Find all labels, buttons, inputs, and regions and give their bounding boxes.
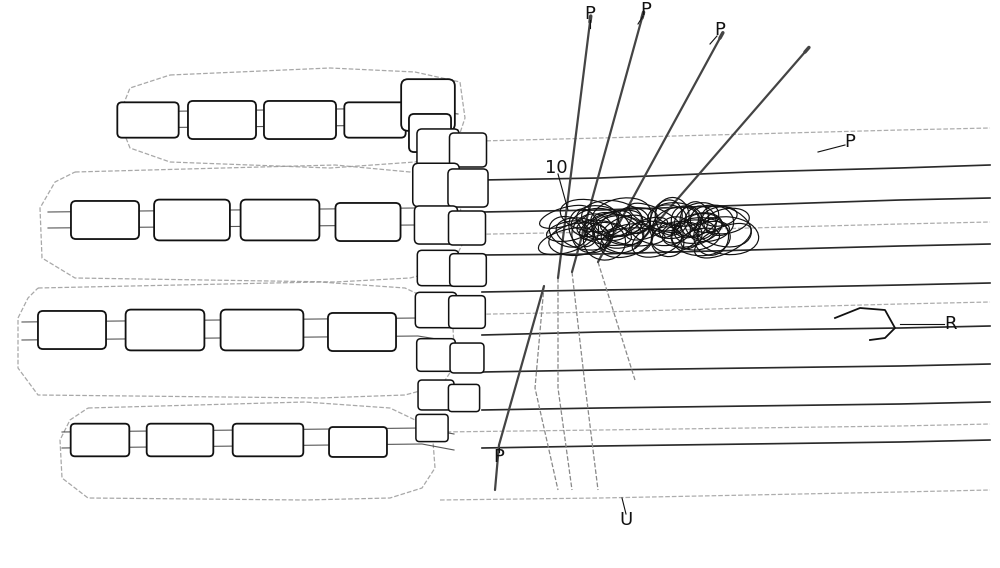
Text: P: P bbox=[494, 448, 504, 466]
Text: P: P bbox=[845, 133, 855, 151]
FancyBboxPatch shape bbox=[328, 313, 396, 351]
FancyBboxPatch shape bbox=[450, 133, 486, 167]
FancyBboxPatch shape bbox=[329, 427, 387, 457]
FancyBboxPatch shape bbox=[38, 311, 106, 349]
FancyBboxPatch shape bbox=[344, 102, 406, 137]
FancyBboxPatch shape bbox=[418, 380, 454, 410]
FancyBboxPatch shape bbox=[221, 310, 303, 350]
FancyBboxPatch shape bbox=[449, 296, 485, 328]
FancyBboxPatch shape bbox=[450, 254, 486, 286]
Text: P: P bbox=[641, 1, 651, 19]
FancyBboxPatch shape bbox=[71, 201, 139, 239]
FancyBboxPatch shape bbox=[401, 79, 455, 131]
FancyBboxPatch shape bbox=[417, 339, 455, 371]
FancyBboxPatch shape bbox=[450, 343, 484, 373]
FancyBboxPatch shape bbox=[147, 424, 213, 456]
FancyBboxPatch shape bbox=[448, 169, 488, 207]
FancyBboxPatch shape bbox=[448, 385, 480, 412]
Text: 10: 10 bbox=[545, 159, 567, 177]
FancyBboxPatch shape bbox=[154, 199, 230, 240]
FancyBboxPatch shape bbox=[415, 293, 457, 328]
FancyBboxPatch shape bbox=[188, 101, 256, 139]
FancyBboxPatch shape bbox=[71, 424, 129, 456]
Text: P: P bbox=[585, 5, 595, 23]
FancyBboxPatch shape bbox=[126, 310, 204, 350]
FancyBboxPatch shape bbox=[264, 101, 336, 139]
FancyBboxPatch shape bbox=[233, 424, 303, 456]
FancyBboxPatch shape bbox=[413, 163, 459, 207]
FancyBboxPatch shape bbox=[416, 415, 448, 441]
FancyBboxPatch shape bbox=[409, 114, 451, 152]
Text: P: P bbox=[715, 21, 725, 39]
FancyBboxPatch shape bbox=[448, 211, 486, 245]
FancyBboxPatch shape bbox=[335, 203, 401, 241]
Text: R: R bbox=[944, 315, 956, 333]
FancyBboxPatch shape bbox=[417, 129, 459, 167]
FancyBboxPatch shape bbox=[117, 102, 179, 137]
FancyBboxPatch shape bbox=[241, 199, 319, 240]
Text: U: U bbox=[619, 511, 633, 529]
FancyBboxPatch shape bbox=[417, 250, 459, 286]
FancyBboxPatch shape bbox=[414, 206, 458, 244]
